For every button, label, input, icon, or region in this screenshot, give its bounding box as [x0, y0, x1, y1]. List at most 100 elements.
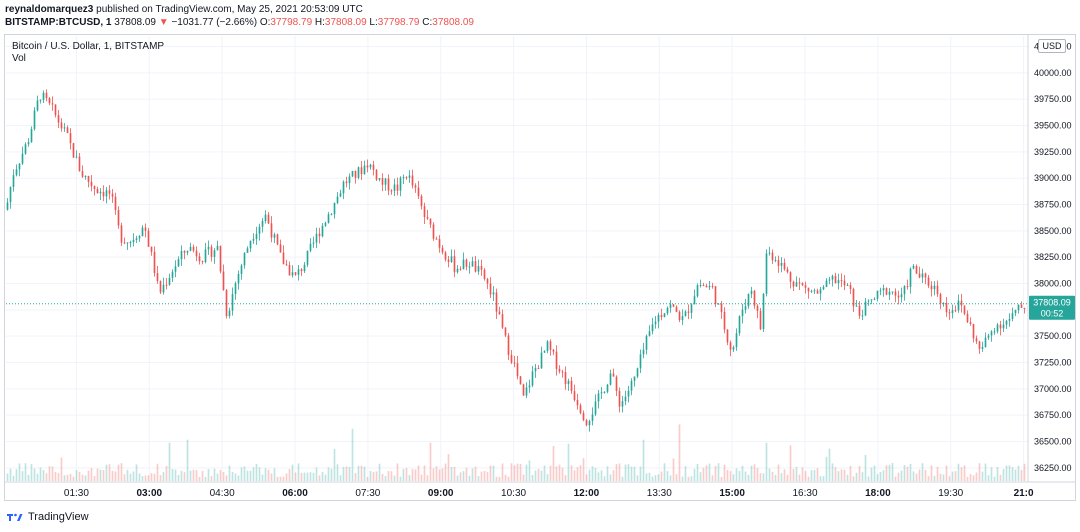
candle-body [924, 273, 927, 278]
volume-bar [258, 467, 261, 481]
candle-body [810, 290, 813, 292]
candle-body [513, 362, 516, 364]
time-tick-label: 06:00 [282, 488, 308, 499]
volume-bar [642, 439, 645, 481]
candle-body [9, 186, 12, 203]
time-tick-label: 18:00 [865, 488, 891, 499]
volume-bar [261, 474, 264, 481]
candle-body [405, 177, 408, 179]
candle-body [558, 368, 561, 372]
price-tick-label: 36250.00 [1034, 463, 1072, 473]
volume-bar [774, 474, 777, 481]
volume-bar [453, 466, 456, 481]
price-tick-label: 39000.00 [1034, 173, 1072, 183]
candle-body [129, 242, 132, 244]
candle-body [396, 184, 399, 191]
volume-bar [66, 474, 69, 481]
candle-body [729, 342, 732, 350]
volume-bar [927, 476, 930, 481]
candle-body [897, 295, 900, 298]
candle-body [165, 284, 168, 286]
volume-bar [219, 470, 222, 481]
candle-body [300, 269, 303, 272]
volume-bar [852, 476, 855, 481]
candle-body [276, 234, 279, 245]
volume-bar [1014, 469, 1017, 481]
volume-bar [630, 466, 633, 481]
volume-bar [735, 468, 738, 481]
volume-bar [96, 468, 99, 481]
candle-body [468, 266, 471, 268]
candle-body [51, 103, 54, 105]
volume-bar [912, 471, 915, 481]
candle-body [636, 368, 639, 377]
volume-bar [399, 476, 402, 481]
candle-body [126, 242, 129, 244]
footer-brand[interactable]: TradingView [6, 511, 89, 523]
volume-bar [273, 468, 276, 481]
candle-body [525, 387, 528, 396]
volume-bar [147, 475, 150, 481]
volume-bar [366, 476, 369, 481]
candle-body [33, 110, 36, 129]
candle-body [531, 371, 534, 386]
candle-body [291, 272, 294, 276]
volume-bar [75, 470, 78, 481]
candle-body [210, 246, 213, 257]
candle-body [678, 311, 681, 321]
volume-bar [750, 465, 753, 481]
candle-body [297, 269, 300, 275]
volume-bar [285, 473, 288, 481]
candle-body [939, 294, 942, 304]
volume-bar [771, 471, 774, 481]
volume-bar [903, 465, 906, 481]
candle-body [1005, 320, 1008, 325]
candle-body [606, 384, 609, 392]
candle-body [846, 285, 849, 287]
volume-bar [252, 467, 255, 481]
symbol-line: BITSTAMP:BTCUSD, 1 37808.09 ▼ −1031.77 (… [5, 17, 474, 28]
volume-bar [840, 469, 843, 481]
volume-bar [678, 424, 681, 481]
candle-body [609, 373, 612, 385]
candle-body [870, 299, 873, 301]
candle-body [258, 226, 261, 234]
volume-bar [36, 473, 39, 481]
volume-bar [195, 470, 198, 481]
volume-bar [693, 468, 696, 481]
candle-body [141, 227, 144, 237]
candle-body [420, 196, 423, 207]
volume-bar [411, 469, 414, 481]
currency-button[interactable]: USD [1038, 39, 1066, 53]
candle-body [660, 315, 663, 318]
volume-bar [117, 464, 120, 481]
candle-body [657, 315, 660, 322]
candle-body [708, 285, 711, 288]
volume-bar [624, 464, 627, 481]
volume-bar [360, 465, 363, 481]
candle-body [102, 191, 105, 197]
volume-bar [906, 466, 909, 481]
candle-body [351, 170, 354, 177]
volume-bar [87, 470, 90, 481]
price-tick-label: 40000.00 [1034, 68, 1072, 78]
candle-body [30, 128, 33, 143]
volume-bar [807, 476, 810, 481]
volume-bar [237, 475, 240, 481]
volume-bar [267, 469, 270, 481]
candle-body [207, 246, 210, 250]
volume-bar [930, 465, 933, 481]
candle-body [690, 304, 693, 313]
candle-body [540, 352, 543, 369]
candle-body [501, 314, 504, 328]
candle-body [303, 264, 306, 272]
volume-bar [255, 463, 258, 481]
candle-body [573, 391, 576, 401]
candle-body [150, 246, 153, 252]
volume-bar [327, 467, 330, 481]
volume-bar [111, 470, 114, 481]
volume-bar [99, 469, 102, 481]
candle-body [834, 275, 837, 284]
candle-body [570, 380, 573, 392]
